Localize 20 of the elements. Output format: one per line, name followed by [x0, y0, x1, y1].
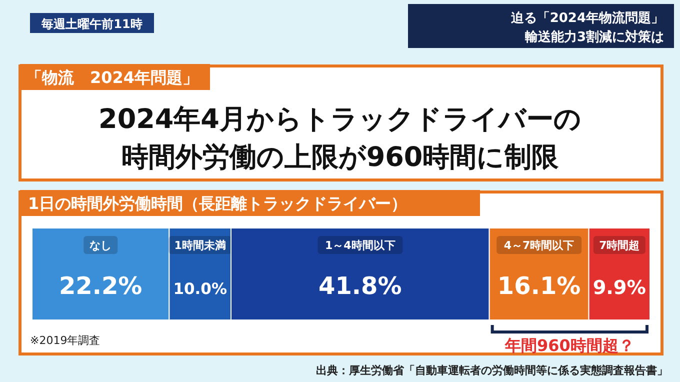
- series-label: 7時間超: [599, 239, 640, 252]
- series-label: 1時間未満: [174, 239, 226, 252]
- data-label: 16.1%: [497, 272, 581, 300]
- series-label: なし: [90, 239, 112, 252]
- text: 輸送能力3割減に対策は: [524, 29, 664, 45]
- data-label: 41.8%: [318, 272, 402, 300]
- data-label: 9.9%: [592, 276, 646, 299]
- data-label: 10.0%: [173, 280, 228, 298]
- chart-title: 1日の時間外労働時間（長距離トラックドライバー）: [28, 194, 408, 213]
- text: 年間960時間超？: [504, 336, 634, 355]
- series-label: 1～4時間以下: [325, 239, 396, 252]
- text: 毎週土曜午前11時: [40, 17, 142, 31]
- text: 「物流 2024年問題」: [26, 68, 199, 87]
- text: 迫る「2024年物流問題」: [510, 10, 664, 26]
- text: 時間外労働の上限が960時間に制限: [121, 142, 560, 173]
- text: ※2019年調査: [30, 334, 100, 347]
- text: 2024年4月からトラックドライバーの: [98, 104, 582, 135]
- data-label: 22.2%: [58, 272, 142, 300]
- source-note: 出典：厚生労働省「自動車運転者の労働時間等に係る実態調査報告書」: [316, 364, 668, 377]
- series-label: 4～7時間以下: [504, 239, 574, 252]
